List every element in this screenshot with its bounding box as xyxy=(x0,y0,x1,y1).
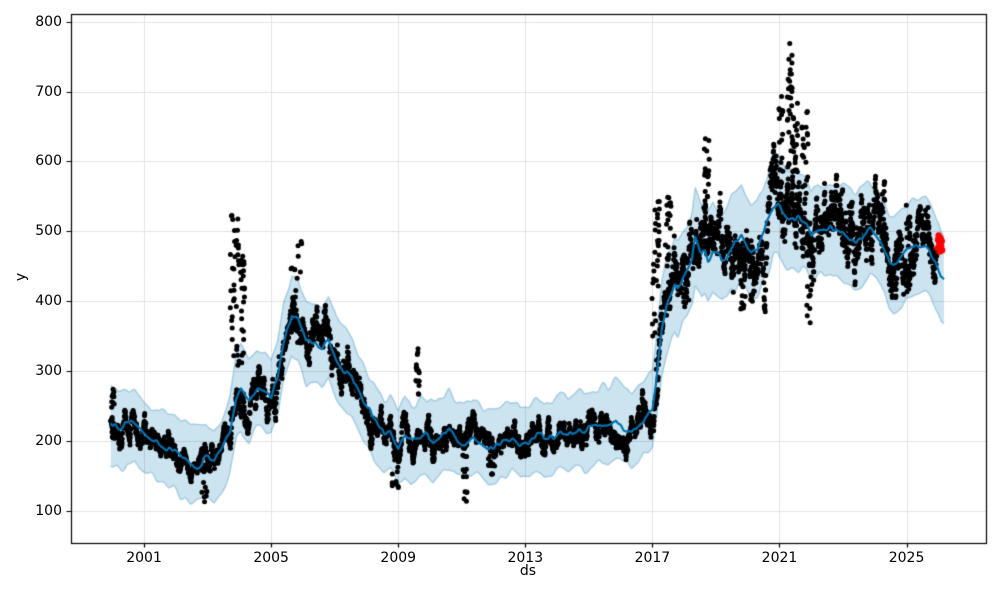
y-tick-label: 400 xyxy=(35,293,62,310)
x-tick-label: 2005 xyxy=(253,550,289,566)
x-tick-label: 2025 xyxy=(888,550,925,566)
x-axis-label: ds xyxy=(519,563,537,579)
y-tick-label: 500 xyxy=(35,223,62,240)
y-tick-label: 300 xyxy=(35,363,62,380)
y-axis-label: y xyxy=(13,272,29,282)
y-tick-label: 200 xyxy=(35,432,62,449)
x-tick-label: 2021 xyxy=(761,550,798,566)
x-tick-label: 2001 xyxy=(126,550,162,566)
y-tick-label: 100 xyxy=(35,502,62,519)
x-tick-label: 2017 xyxy=(634,550,671,566)
x-tick-label: 2009 xyxy=(380,550,417,566)
y-tick-label: 800 xyxy=(35,13,62,30)
y-tick-label: 600 xyxy=(35,153,62,170)
x-tick-label: 2013 xyxy=(507,550,544,566)
y-tick-label: 700 xyxy=(35,83,62,100)
